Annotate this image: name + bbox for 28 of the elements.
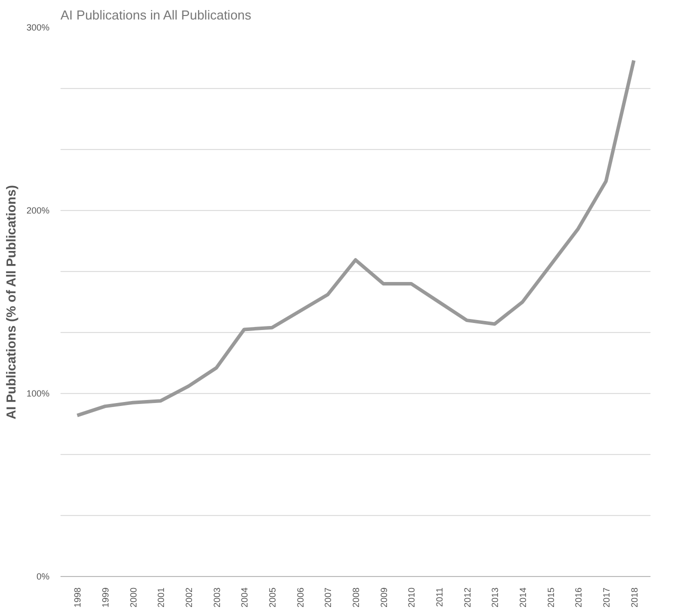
x-tick-label: 2001 <box>156 587 166 608</box>
x-tick-label: 2011 <box>434 587 444 607</box>
y-tick-label: 100% <box>26 388 50 398</box>
x-tick-label: 2014 <box>518 587 528 608</box>
x-tick-label: 2015 <box>546 587 556 608</box>
x-tick-label: 2005 <box>268 587 278 608</box>
x-tick-label: 2012 <box>462 587 472 608</box>
x-tick-label: 2008 <box>351 587 361 608</box>
x-tick-label: 2016 <box>574 587 584 608</box>
y-tick-label: 0% <box>36 572 50 582</box>
x-tick-label: 1998 <box>72 587 83 608</box>
x-tick-label: 2007 <box>323 587 334 608</box>
x-tick-label: 2003 <box>212 587 222 608</box>
x-tick-label: 2002 <box>184 587 194 608</box>
chart-title: AI Publications in All Publications <box>60 8 252 22</box>
x-tick-label: 2018 <box>629 587 640 608</box>
x-tick-label: 2013 <box>490 587 500 608</box>
y-tick-label: 200% <box>26 206 50 216</box>
y-tick-label: 300% <box>26 22 50 32</box>
x-tick-label: 2009 <box>378 587 389 608</box>
y-axis-title: AI Publications (% of All Publications) <box>3 185 18 420</box>
x-tick-label: 2006 <box>295 587 306 608</box>
x-tick-label: 2004 <box>240 587 250 608</box>
x-tick-label: 1999 <box>100 587 111 608</box>
x-tick-label: 2000 <box>128 587 138 608</box>
x-tick-label: 2017 <box>601 587 612 608</box>
line-series <box>75 58 636 418</box>
x-tick-label: 2010 <box>406 587 417 608</box>
